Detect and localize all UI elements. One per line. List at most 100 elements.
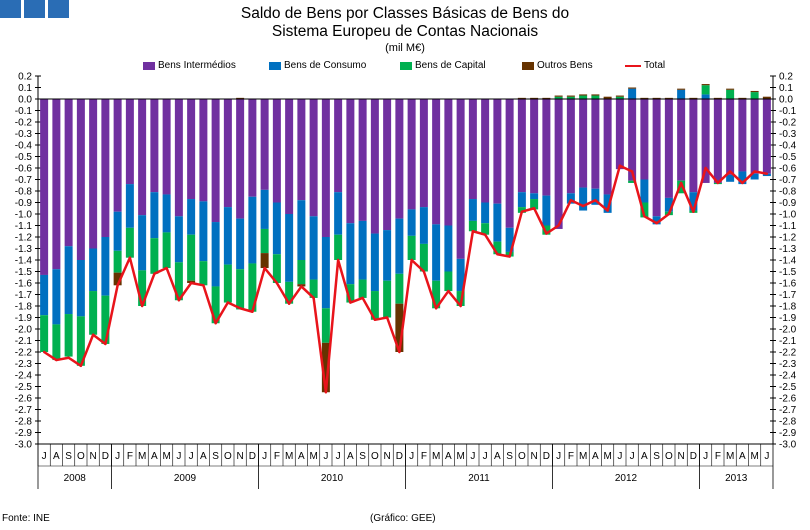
y-tick-label-right: -0.5 bbox=[779, 152, 797, 163]
bar-bens-intermédios bbox=[603, 99, 612, 195]
bar-bens-de-capital bbox=[395, 273, 404, 304]
bar-outros-bens bbox=[113, 272, 122, 286]
x-tick-label: J bbox=[483, 451, 488, 462]
year-label: 2013 bbox=[725, 473, 748, 484]
legend-item-intermedios: Bens Intermédios bbox=[143, 60, 236, 71]
bar-bens-de-capital bbox=[187, 234, 196, 281]
x-tick-label: A bbox=[298, 451, 305, 462]
total-point bbox=[618, 164, 622, 167]
bar-outros-bens bbox=[677, 88, 686, 90]
y-tick-label-left: 0.1 bbox=[18, 83, 32, 94]
bar-bens-intermédios bbox=[395, 99, 404, 219]
x-tick-label: A bbox=[200, 451, 207, 462]
x-tick-label: M bbox=[285, 451, 293, 462]
bar-bens-intermédios bbox=[432, 99, 441, 225]
bar-bens-de-consumo bbox=[395, 218, 404, 274]
bar-bens-intermédios bbox=[468, 99, 477, 200]
bar-bens-intermédios bbox=[199, 99, 208, 202]
total-point bbox=[741, 181, 744, 185]
bar-bens-de-consumo bbox=[297, 200, 306, 260]
bar-bens-de-consumo bbox=[566, 193, 575, 204]
x-tick-label: M bbox=[603, 451, 611, 462]
y-tick-label-right: -1.2 bbox=[779, 233, 797, 244]
bar-bens-intermédios bbox=[456, 99, 465, 259]
x-tick-label: O bbox=[665, 451, 673, 462]
bar-bens-de-capital bbox=[591, 95, 600, 99]
x-tick-label: A bbox=[151, 451, 158, 462]
total-point bbox=[532, 207, 536, 210]
total-point bbox=[214, 322, 217, 325]
total-point bbox=[447, 289, 450, 293]
x-tick-label: S bbox=[506, 451, 513, 462]
bar-bens-intermédios bbox=[677, 99, 686, 181]
y-tick-label-right: -1.3 bbox=[779, 244, 797, 255]
total-point bbox=[91, 333, 95, 336]
bar-bens-intermédios bbox=[689, 99, 698, 193]
y-tick-label-left: -3.0 bbox=[15, 440, 33, 451]
y-tick-label-right: -2.2 bbox=[779, 348, 797, 359]
x-tick-label: J bbox=[115, 451, 120, 462]
y-tick-label-left: -2.5 bbox=[15, 382, 33, 393]
x-tick-label: F bbox=[568, 451, 574, 462]
x-tick-label: D bbox=[396, 451, 403, 462]
y-tick-label-left: -1.6 bbox=[15, 279, 33, 290]
bar-bens-intermédios bbox=[272, 99, 281, 203]
bar-bens-intermédios bbox=[579, 99, 588, 188]
bar-bens-de-capital bbox=[297, 260, 306, 285]
total-point bbox=[581, 204, 585, 208]
bar-bens-intermédios bbox=[358, 99, 367, 221]
bar-bens-de-consumo bbox=[285, 214, 294, 282]
bar-bens-de-consumo bbox=[248, 196, 257, 264]
x-tick-label: F bbox=[274, 451, 280, 462]
total-point bbox=[569, 199, 573, 202]
x-tick-label: D bbox=[543, 451, 550, 462]
bar-bens-intermédios bbox=[615, 99, 624, 170]
y-tick-label-left: -0.6 bbox=[15, 164, 33, 175]
bar-bens-de-capital bbox=[750, 92, 759, 99]
bar-bens-de-capital bbox=[530, 199, 539, 210]
bar-bens-intermédios bbox=[101, 99, 110, 237]
bar-outros-bens bbox=[236, 97, 245, 99]
bar-bens-de-capital bbox=[383, 280, 392, 318]
bar-outros-bens bbox=[260, 253, 269, 269]
bar-bens-de-capital bbox=[285, 281, 294, 304]
y-tick-label-right: -1.5 bbox=[779, 267, 797, 278]
total-point bbox=[373, 318, 377, 321]
total-point bbox=[79, 364, 83, 367]
bar-bens-de-consumo bbox=[370, 233, 379, 292]
bar-bens-intermédios bbox=[762, 99, 771, 174]
bar-bens-de-consumo bbox=[138, 215, 147, 271]
legend-item-consumo: Bens de Consumo bbox=[269, 60, 366, 71]
bar-outros-bens bbox=[566, 95, 575, 97]
bar-bens-intermédios bbox=[419, 99, 428, 208]
bar-bens-de-capital bbox=[566, 96, 575, 99]
y-tick-label-left: 0.2 bbox=[18, 72, 32, 83]
bar-outros-bens bbox=[713, 97, 722, 99]
bar-bens-de-consumo bbox=[272, 202, 281, 255]
bar-bens-de-capital bbox=[52, 324, 61, 361]
bar-bens-intermédios bbox=[321, 99, 330, 237]
year-label: 2010 bbox=[321, 473, 344, 484]
bar-bens-de-capital bbox=[223, 264, 232, 303]
credit-note: (Gráfico: GEE) bbox=[370, 513, 436, 524]
y-tick-label-left: -2.3 bbox=[15, 359, 33, 370]
total-point bbox=[202, 284, 205, 287]
x-tick-label: J bbox=[336, 451, 341, 462]
total-point bbox=[42, 350, 46, 354]
total-point bbox=[177, 299, 181, 302]
y-tick-label-left: -2.0 bbox=[15, 325, 33, 336]
x-tick-label: J bbox=[409, 451, 414, 462]
legend-label: Bens de Capital bbox=[415, 60, 486, 71]
y-tick-label-left: -1.9 bbox=[15, 313, 33, 324]
bar-outros-bens bbox=[628, 87, 637, 89]
y-tick-label-right: -0.2 bbox=[779, 118, 797, 129]
bar-outros-bens bbox=[579, 94, 588, 96]
chart-title-line1: Saldo de Bens por Classes Básicas de Ben… bbox=[240, 5, 570, 22]
bar-outros-bens bbox=[517, 97, 526, 99]
x-tick-label: J bbox=[262, 451, 267, 462]
total-point bbox=[336, 258, 340, 262]
bar-bens-de-consumo bbox=[468, 199, 477, 221]
total-point bbox=[508, 255, 511, 258]
y-tick-label-right: -0.1 bbox=[779, 106, 797, 117]
bar-bens-de-capital bbox=[615, 96, 624, 99]
